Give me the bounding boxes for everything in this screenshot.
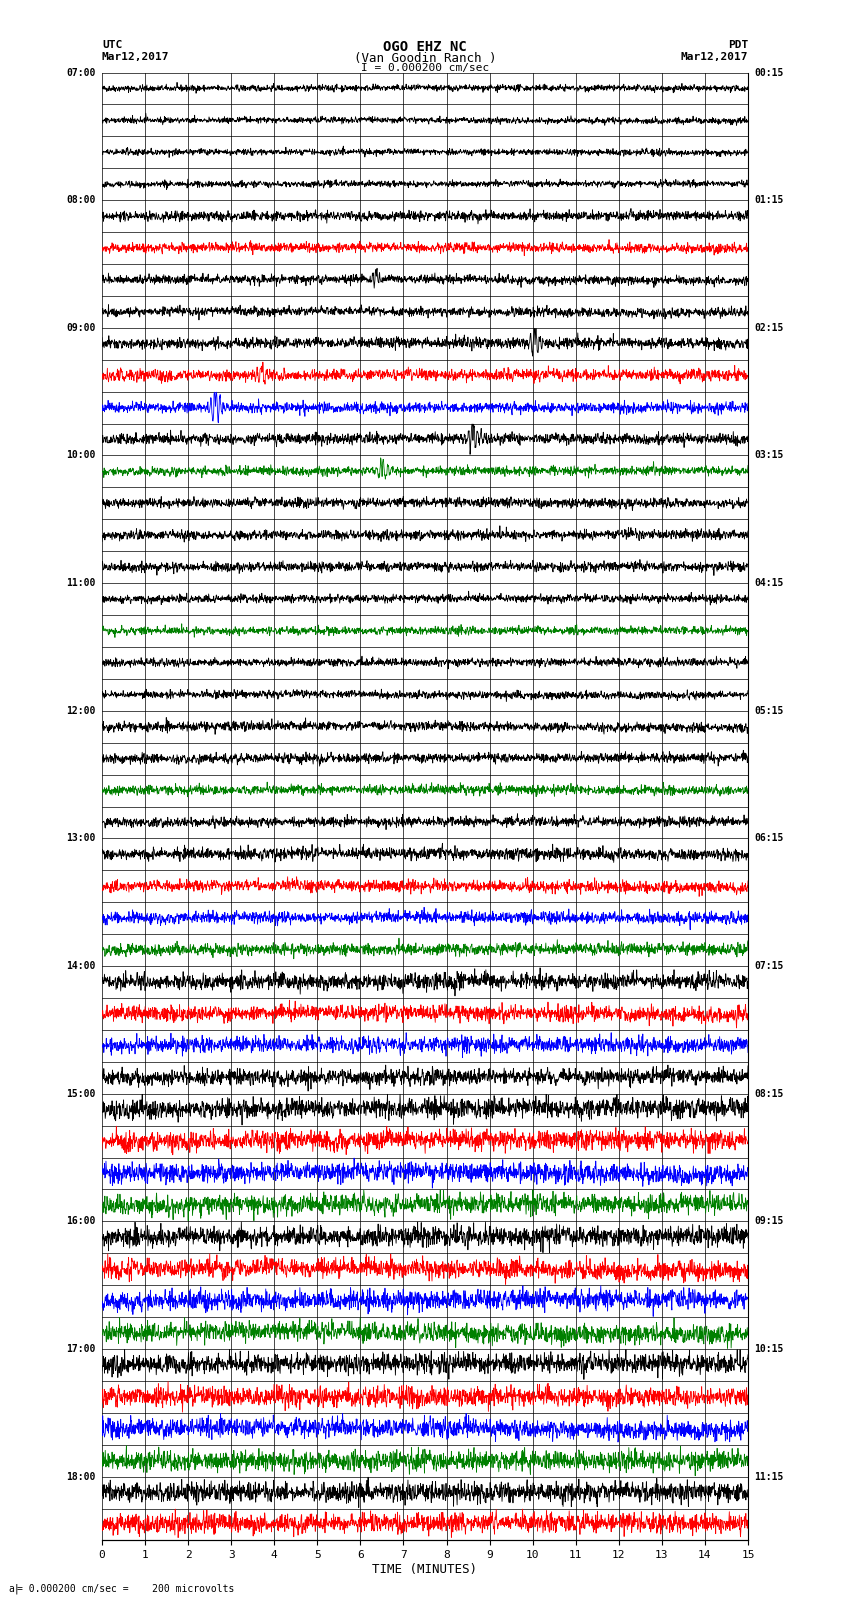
Text: 11:00: 11:00 <box>66 577 95 589</box>
Text: 07:00: 07:00 <box>66 68 95 77</box>
Text: 06:15: 06:15 <box>755 834 784 844</box>
Text: a|: a| <box>8 1582 20 1594</box>
Text: UTC: UTC <box>102 40 122 50</box>
Text: (Van Goodin Ranch ): (Van Goodin Ranch ) <box>354 52 496 65</box>
Text: 03:15: 03:15 <box>755 450 784 460</box>
Text: 08:15: 08:15 <box>755 1089 784 1098</box>
Text: 17:00: 17:00 <box>66 1344 95 1353</box>
Text: 11:15: 11:15 <box>755 1471 784 1482</box>
Text: 00:15: 00:15 <box>755 68 784 77</box>
Text: Mar12,2017: Mar12,2017 <box>681 52 748 61</box>
Text: 08:00: 08:00 <box>66 195 95 205</box>
Text: 01:15: 01:15 <box>755 195 784 205</box>
Text: 09:00: 09:00 <box>66 323 95 332</box>
Text: 07:15: 07:15 <box>755 961 784 971</box>
Text: 16:00: 16:00 <box>66 1216 95 1226</box>
Text: 12:00: 12:00 <box>66 706 95 716</box>
Text: 09:15: 09:15 <box>755 1216 784 1226</box>
Text: = 0.000200 cm/sec =    200 microvolts: = 0.000200 cm/sec = 200 microvolts <box>17 1584 235 1594</box>
Text: 18:00: 18:00 <box>66 1471 95 1482</box>
Text: Mar12,2017: Mar12,2017 <box>102 52 169 61</box>
Text: 15:00: 15:00 <box>66 1089 95 1098</box>
Text: OGO EHZ NC: OGO EHZ NC <box>383 40 467 55</box>
Text: 04:15: 04:15 <box>755 577 784 589</box>
Text: 14:00: 14:00 <box>66 961 95 971</box>
Text: PDT: PDT <box>728 40 748 50</box>
Text: I = 0.000200 cm/sec: I = 0.000200 cm/sec <box>361 63 489 73</box>
X-axis label: TIME (MINUTES): TIME (MINUTES) <box>372 1563 478 1576</box>
Text: 10:15: 10:15 <box>755 1344 784 1353</box>
Text: 10:00: 10:00 <box>66 450 95 460</box>
Text: 02:15: 02:15 <box>755 323 784 332</box>
Text: 05:15: 05:15 <box>755 706 784 716</box>
Text: 13:00: 13:00 <box>66 834 95 844</box>
